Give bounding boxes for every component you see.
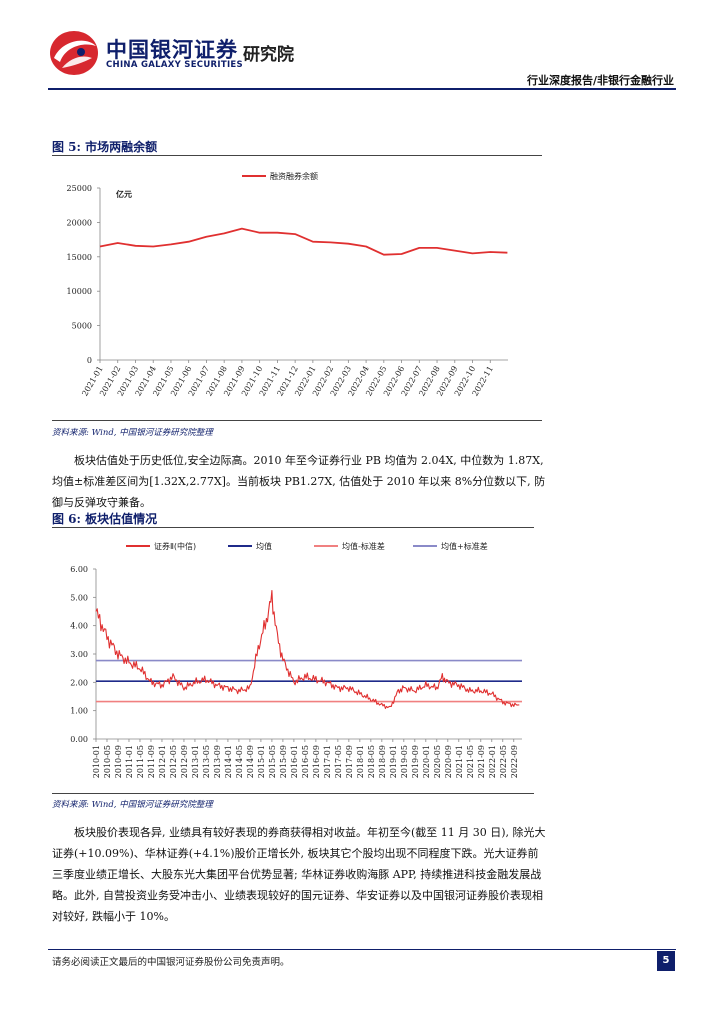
x-tick-label: 2014-01 xyxy=(224,745,233,778)
y-tick-label: 15000 xyxy=(67,253,92,262)
legend-label-1: 均值 xyxy=(256,541,272,551)
figure5-source: 资料来源: Wind, 中国银河证券研究院整理 xyxy=(52,428,213,438)
x-tick-label: 2010-05 xyxy=(103,745,112,778)
y-tick-label: 2.00 xyxy=(70,678,88,687)
x-tick-label: 2017-05 xyxy=(334,745,343,778)
x-tick-label: 2010-01 xyxy=(92,745,101,778)
x-tick-label: 2012-05 xyxy=(169,745,178,778)
stock-performance-paragraph: 板块股价表现各异, 业绩具有较好表现的券商获得相对收益。年初至今(截至 11 月… xyxy=(52,822,546,927)
x-tick-label: 2017-01 xyxy=(323,745,332,778)
y-tick-label: 5000 xyxy=(72,322,92,331)
x-tick-label: 2013-09 xyxy=(213,745,222,778)
galaxy-logo-icon xyxy=(50,31,98,75)
x-tick-label: 2013-05 xyxy=(202,745,211,778)
x-tick-label: 2011-09 xyxy=(147,745,156,778)
footer-disclaimer: 请务必阅读正文最后的中国银河证券股份公司免责声明。 xyxy=(52,957,290,968)
valuation-paragraph: 板块估值处于历史低位,安全边际高。2010 年至今证券行业 PB 均值为 2.0… xyxy=(52,450,546,513)
x-tick-label: 2014-05 xyxy=(235,745,244,778)
x-tick-label: 2013-01 xyxy=(191,745,200,778)
figure5-bottom-rule xyxy=(52,420,542,421)
x-tick-label: 2021-05 xyxy=(466,745,475,778)
x-tick-label: 2021-09 xyxy=(477,745,486,778)
y-tick-label: 4.00 xyxy=(70,622,88,631)
y-tick-label: 3.00 xyxy=(70,650,88,659)
x-tick-label: 2015-09 xyxy=(279,745,288,778)
legend-label-0: 证券Ⅱ(中信) xyxy=(154,541,196,551)
y-tick-label: 25000 xyxy=(67,184,92,193)
x-tick-label: 2018-05 xyxy=(367,745,376,778)
page-number: 5 xyxy=(657,951,675,971)
x-tick-label: 2021-01 xyxy=(455,745,464,778)
y-tick-label: 6.00 xyxy=(70,565,88,574)
y-tick-label: 1.00 xyxy=(70,707,88,716)
x-tick-label: 2022-01 xyxy=(488,745,497,778)
x-tick-label: 2022-09 xyxy=(510,745,519,778)
legend-label-2: 均值-标准差 xyxy=(342,541,385,551)
figure6-top-rule xyxy=(52,527,534,528)
figure6-source: 资料来源: Wind, 中国银河证券研究院整理 xyxy=(52,800,213,810)
series-margin-balance-line xyxy=(99,227,508,256)
figure5-title: 图 5: 市场两融余额 xyxy=(52,140,158,154)
x-tick-label: 2012-09 xyxy=(180,745,189,778)
y-tick-label: 0 xyxy=(87,356,92,365)
x-tick-label: 2018-09 xyxy=(378,745,387,778)
institute-name: 研究院 xyxy=(243,45,294,65)
legend-label: 融资融券余额 xyxy=(270,171,318,181)
valuation-text: 板块估值处于历史低位,安全边际高。2010 年至今证券行业 PB 均值为 2.0… xyxy=(52,454,546,509)
x-tick-label: 2011-05 xyxy=(136,745,145,778)
figure6-bottom-rule xyxy=(52,793,534,794)
x-tick-label: 2020-05 xyxy=(433,745,442,778)
series-pb-line xyxy=(95,589,520,710)
report-type: 行业深度报告/非银行金融行业 xyxy=(526,74,674,87)
x-tick-label: 2020-09 xyxy=(444,745,453,778)
x-tick-label: 2020-01 xyxy=(422,745,431,778)
company-name-en: CHINA GALAXY SECURITIES xyxy=(106,60,243,70)
x-tick-label: 2019-09 xyxy=(411,745,420,778)
x-tick-label: 2019-01 xyxy=(389,745,398,778)
company-name-cn: 中国银河证券 xyxy=(106,38,238,62)
x-tick-label: 2015-01 xyxy=(257,745,266,778)
y-tick-label: 5.00 xyxy=(70,593,88,602)
page-header: 中国银河证券 研究院 CHINA GALAXY SECURITIES 行业深度报… xyxy=(0,0,724,92)
x-tick-label: 2010-09 xyxy=(114,745,123,778)
figure6-title: 图 6: 板块估值情况 xyxy=(52,512,158,526)
x-tick-label: 2016-01 xyxy=(290,745,299,778)
x-tick-label: 2016-05 xyxy=(301,745,310,778)
x-tick-label: 2019-05 xyxy=(400,745,409,778)
stock-performance-text: 板块股价表现各异, 业绩具有较好表现的券商获得相对收益。年初至今(截至 11 月… xyxy=(52,826,546,923)
x-tick-label: 2012-01 xyxy=(158,745,167,778)
x-tick-label: 2015-05 xyxy=(268,745,277,778)
x-tick-label: 2014-09 xyxy=(246,745,255,778)
y-unit-label: 亿元 xyxy=(116,189,132,199)
header-divider xyxy=(48,88,676,90)
y-tick-label: 10000 xyxy=(67,287,92,296)
legend-label-3: 均值+标准差 xyxy=(441,541,488,551)
x-tick-label: 2011-01 xyxy=(125,745,134,778)
y-tick-label: 20000 xyxy=(67,218,92,227)
y-tick-label: 0.00 xyxy=(70,735,88,744)
x-tick-label: 2016-09 xyxy=(312,745,321,778)
margin-balance-chart: 05000100001500020000250002021-012021-022… xyxy=(67,171,508,398)
footer-divider xyxy=(48,949,676,950)
x-tick-label: 2017-09 xyxy=(345,745,354,778)
x-tick-label: 2018-01 xyxy=(356,745,365,778)
figure5-top-rule xyxy=(52,155,542,156)
x-tick-label: 2022-05 xyxy=(499,745,508,778)
